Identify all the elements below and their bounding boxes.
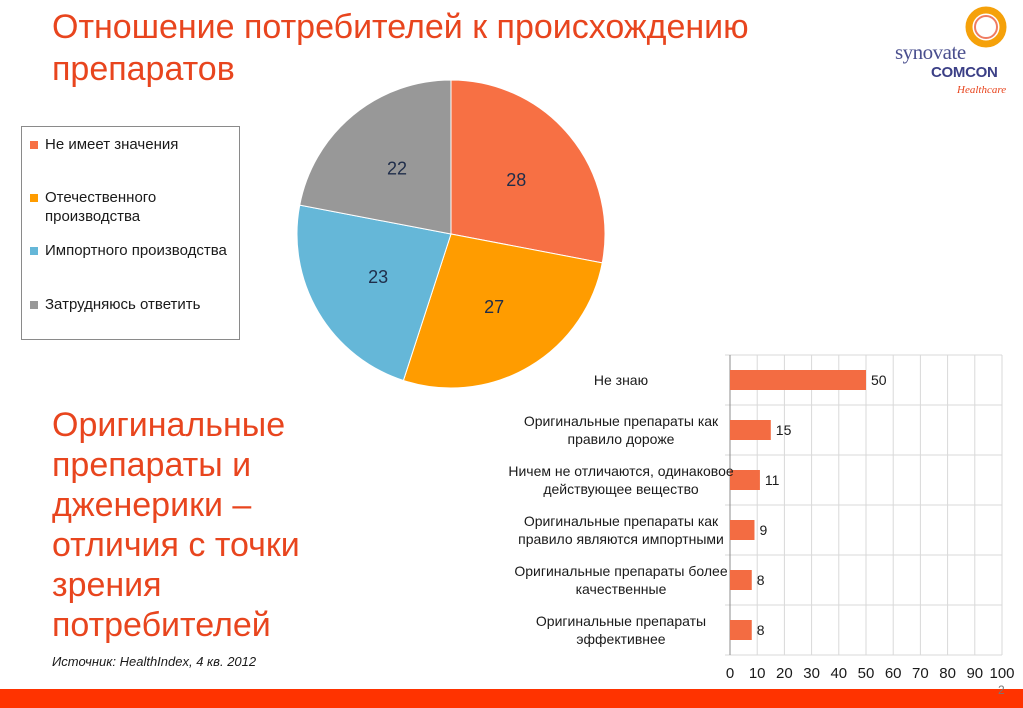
y-category-label-line: правило являются импортными [518,531,724,547]
legend-item: Не имеет значения [30,135,240,154]
pie-slice [299,80,452,235]
bar [730,570,752,590]
y-category-label-line: эффективнее [576,631,665,647]
x-tick-label: 50 [858,665,875,682]
bar-data-label: 9 [759,522,767,538]
y-category-label-line: качественные [576,581,667,597]
y-category-label: Оригинальные препараты как правило являют… [518,513,724,547]
bar [730,420,771,440]
x-tick-label: 0 [726,665,734,682]
y-category-label-line: Оригинальные препараты более [514,563,727,579]
source-note: Источник: HealthIndex, 4 кв. 2012 [52,654,257,669]
legend-label: Отечественного производства [45,189,157,225]
x-tick-label: 40 [830,665,847,682]
pie-slice [450,80,606,264]
pie-slice [402,233,603,389]
pie-legend: Не имеет значения Отечественного произво… [21,126,240,340]
y-category-label: Оригинальные препараты эффективнее [536,613,706,647]
y-category-label-line: Оригинальные препараты как [524,413,719,429]
legend-swatch [30,194,38,202]
logo-text-healthcare: Healthcare [957,84,1007,96]
bar-data-label: 8 [757,572,765,588]
y-category-label-line: правило дороже [568,431,675,447]
logo-text-synovate: synovate [895,40,966,64]
y-category-label: Оригинальные препараты более качественные [514,563,727,597]
legend-item: Затрудняюсь ответить [30,295,240,314]
bar-data-label: 8 [757,622,765,638]
legend-item: Импортного производства [30,241,240,260]
x-tick-label: 60 [885,665,902,682]
bar [730,620,752,640]
bar [730,370,866,390]
legend-label: Импортного производства [45,242,227,259]
section-subtitle: Оригинальные препараты и дженерики – отл… [52,406,300,644]
y-category-label: Оригинальные препараты как правило дороже [524,413,719,447]
bar-data-label: 15 [776,422,792,438]
legend-item: Отечественного производства [30,188,240,226]
y-category-label-line: Не знаю [594,372,648,388]
bar [730,520,755,540]
x-tick-label: 100 [989,665,1014,682]
y-category-label: Ничем не отличаются, одинаковое действующ… [508,463,734,497]
pie-data-label: 28 [506,170,526,190]
pie-slice [296,204,452,382]
bar-data-label: 50 [871,372,887,388]
logo-ring-icon [965,6,1007,48]
pie-data-label: 23 [368,267,388,287]
y-category-label-line: Оригинальные препараты [536,613,706,629]
logo-text-comcon: COMCON [931,64,998,81]
pie-chart: 28 27 23 22 [296,80,606,389]
footer-bar [0,689,1023,708]
x-tick-label: 90 [966,665,983,682]
x-tick-label: 70 [912,665,929,682]
legend-label: Затрудняюсь ответить [45,296,201,313]
legend-label: Не имеет значения [45,136,179,153]
page-title: Отношение потребителей к происхождению п… [52,8,749,88]
legend-swatch [30,247,38,255]
y-category-label-line: действующее вещество [543,481,699,497]
legend-swatch [30,301,38,309]
pie-data-label: 27 [484,297,504,317]
x-tick-label: 30 [803,665,820,682]
y-category-label-line: Ничем не отличаются, одинаковое [508,463,734,479]
page-number: 2 [998,683,1005,697]
y-category-label-line: Оригинальные препараты как [524,513,719,529]
pie-data-label: 22 [387,159,407,179]
x-tick-label: 20 [776,665,793,682]
legend-swatch [30,141,38,149]
x-tick-label: 80 [939,665,956,682]
bar [730,470,760,490]
y-category-label: Не знаю [594,372,648,388]
x-tick-label: 10 [749,665,766,682]
bar-data-label: 11 [765,472,780,488]
synovate-comcon-logo: synovate COMCON Healthcare [895,4,1020,100]
bar-chart: 0 10 20 30 40 50 60 70 80 90 100 50 Не знаю 15 Оригина… [508,354,1015,682]
